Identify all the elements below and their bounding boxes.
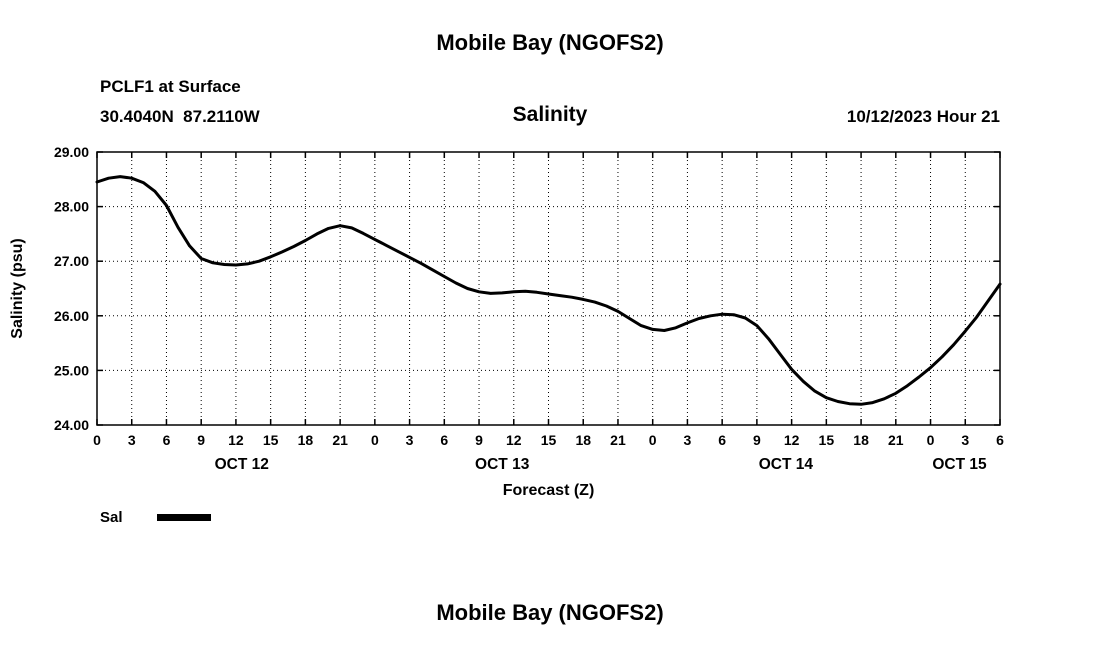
chart-legend: Sal bbox=[100, 509, 211, 526]
svg-text:25.00: 25.00 bbox=[54, 362, 89, 378]
svg-text:6: 6 bbox=[996, 432, 1004, 448]
page-title: Mobile Bay (NGOFS2) bbox=[436, 30, 664, 55]
y-axis-title: Salinity (psu) bbox=[9, 238, 26, 338]
svg-text:12: 12 bbox=[784, 432, 800, 448]
model-run-timestamp: 10/12/2023 Hour 21 bbox=[846, 107, 1000, 126]
svg-text:15: 15 bbox=[263, 432, 279, 448]
station-label: PCLF1 at Surface bbox=[100, 77, 241, 96]
svg-text:9: 9 bbox=[475, 432, 483, 448]
svg-text:0: 0 bbox=[927, 432, 935, 448]
coordinates-label: 30.4040N 87.2110W bbox=[100, 107, 260, 126]
salinity-chart: 0 3 6 9 12 15 18 21 0 3 6 9 12 15 18 21 0 3 6 9 12 15 18 21 0 3 6 2… bbox=[9, 144, 1004, 499]
svg-text:OCT 14: OCT 14 bbox=[759, 456, 814, 473]
svg-text:0: 0 bbox=[93, 432, 101, 448]
svg-text:18: 18 bbox=[575, 432, 591, 448]
gridlines bbox=[96, 151, 1001, 426]
svg-text:9: 9 bbox=[197, 432, 205, 448]
svg-text:OCT 15: OCT 15 bbox=[932, 456, 987, 473]
legend-sal-label: Sal bbox=[100, 509, 123, 526]
legend-sal-line-swatch bbox=[156, 514, 211, 521]
second-chart-title: Mobile Bay (NGOFS2) bbox=[436, 600, 664, 625]
svg-text:24.00: 24.00 bbox=[54, 417, 89, 433]
svg-text:15: 15 bbox=[819, 432, 835, 448]
svg-text:21: 21 bbox=[610, 432, 626, 448]
svg-text:21: 21 bbox=[332, 432, 348, 448]
axis-ticks bbox=[96, 151, 1001, 426]
svg-text:29.00: 29.00 bbox=[54, 144, 89, 160]
svg-text:3: 3 bbox=[684, 432, 692, 448]
svg-text:6: 6 bbox=[718, 432, 726, 448]
svg-text:3: 3 bbox=[128, 432, 136, 448]
svg-text:15: 15 bbox=[541, 432, 557, 448]
svg-text:OCT 12: OCT 12 bbox=[215, 456, 269, 473]
svg-text:18: 18 bbox=[853, 432, 869, 448]
svg-text:21: 21 bbox=[888, 432, 904, 448]
svg-text:6: 6 bbox=[163, 432, 171, 448]
svg-text:28.00: 28.00 bbox=[54, 199, 89, 215]
series-line-sal bbox=[95, 175, 1002, 406]
svg-text:18: 18 bbox=[298, 432, 314, 448]
svg-text:27.00: 27.00 bbox=[54, 253, 89, 269]
svg-text:6: 6 bbox=[440, 432, 448, 448]
chart-subtitle: Salinity bbox=[512, 103, 588, 126]
svg-text:3: 3 bbox=[406, 432, 414, 448]
svg-text:9: 9 bbox=[753, 432, 761, 448]
svg-text:OCT 13: OCT 13 bbox=[475, 456, 530, 473]
y-tick-labels: 24.00 25.00 26.00 27.00 28.00 29.00 bbox=[54, 144, 89, 433]
svg-text:12: 12 bbox=[228, 432, 244, 448]
date-labels: OCT 12 OCT 13 OCT 14 OCT 15 bbox=[215, 456, 987, 473]
svg-text:0: 0 bbox=[649, 432, 657, 448]
x-tick-labels: 0 3 6 9 12 15 18 21 0 3 6 9 12 15 18 21 0 3 6 9 12 15 18 21 0 3 6 bbox=[93, 432, 1004, 448]
x-axis-title: Forecast (Z) bbox=[503, 482, 595, 499]
plot-border bbox=[96, 151, 1001, 426]
svg-text:0: 0 bbox=[371, 432, 379, 448]
svg-text:26.00: 26.00 bbox=[54, 308, 89, 324]
svg-text:3: 3 bbox=[961, 432, 969, 448]
svg-text:12: 12 bbox=[506, 432, 522, 448]
